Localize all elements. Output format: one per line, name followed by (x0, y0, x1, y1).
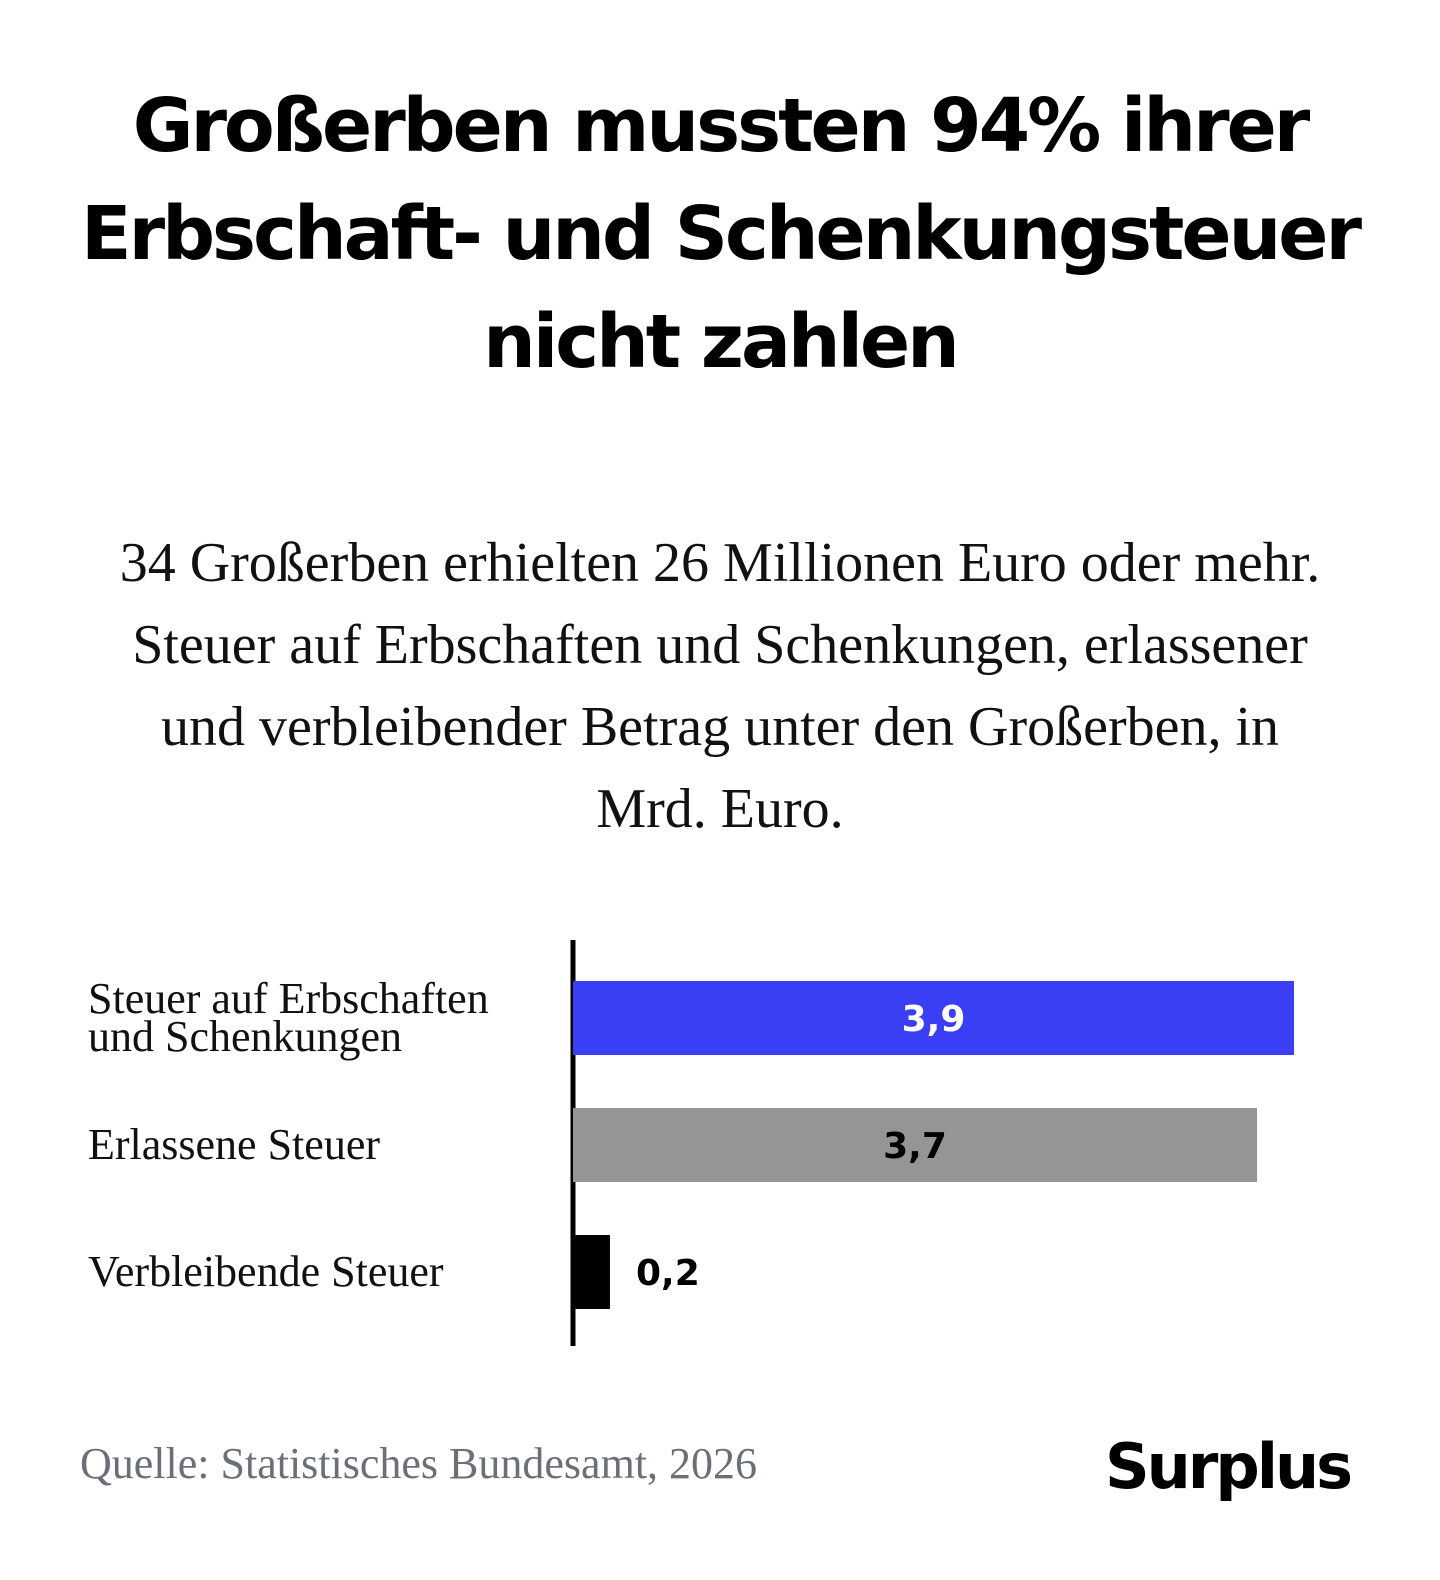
value-label-1: 3,9 (902, 999, 966, 1040)
chart-subtitle: 34 Großerben erhielten 26 Millionen Euro… (119, 532, 1321, 840)
brand-logo: Surplus (1104, 1430, 1353, 1503)
bar-chart-svg: Steuer auf Erbschaften und Schenkungen 3,9… (88, 940, 1294, 1346)
value-label-3: 0,2 (636, 1253, 700, 1294)
value-label-2: 3,7 (883, 1126, 947, 1167)
bar-chart: Steuer auf Erbschaften und Schenkungen 3,9… (0, 930, 1440, 1360)
source-note: Quelle: Statistisches Bundesamt, 2026 (80, 1439, 758, 1488)
category-label-1: Steuer auf Erbschaften und Schenkungen (88, 974, 489, 1061)
chart-title: Großerben mussten 94% ihrer Erbschaft- u… (81, 83, 1362, 385)
bar-1 (573, 981, 1294, 1055)
bar-3 (573, 1235, 610, 1309)
bar-2 (573, 1108, 1258, 1182)
category-label-2: Erlassene Steuer (88, 1120, 380, 1169)
category-label-3: Verbleibende Steuer (88, 1247, 444, 1296)
